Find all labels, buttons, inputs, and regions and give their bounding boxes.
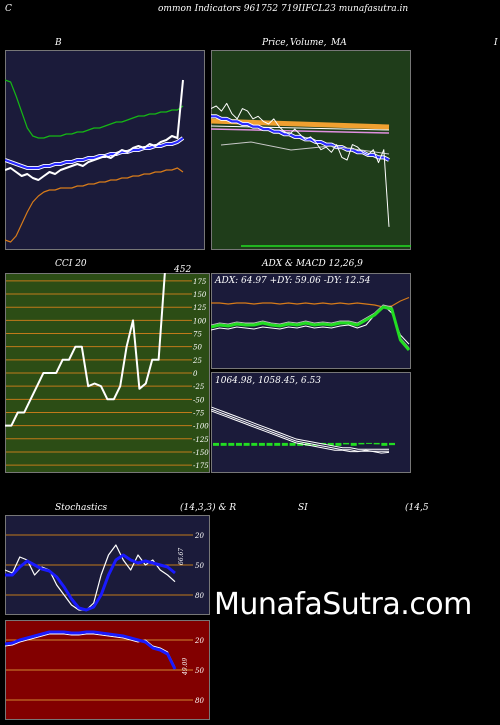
cci-tick-label-3: 100: [193, 317, 207, 325]
adx-readout: ADX: 64.97 +DY: 59.06 -DY: 12.54: [214, 276, 371, 286]
rsi-white-line: [5, 633, 176, 668]
macd-histogram-bar: [251, 442, 258, 446]
price-ma-grey-ma: [220, 141, 390, 155]
macd-panel: 1064.98, 1058.45, 6.53: [211, 372, 411, 473]
macd-histogram-bar: [281, 442, 288, 446]
cci-value-label: 452: [174, 265, 192, 275]
stochastics-panel: 80 50 20 66.67: [5, 515, 210, 615]
price-ma-title-2: Volume,: [290, 38, 327, 48]
macd-histogram-bar: [289, 442, 296, 446]
cci-tick-label-10: -75: [193, 409, 205, 417]
stochastics-tick-label-1: 50: [195, 562, 204, 570]
cci-tick-label-9: -50: [193, 396, 205, 404]
price-ma-bg: [211, 50, 411, 250]
page-title: ommon Indicators 961752 719IIFCL23 munaf…: [158, 4, 409, 14]
macd-histogram-bar: [381, 442, 388, 446]
macd-line: [211, 410, 390, 454]
cci-tick-label-8: -25: [193, 383, 205, 391]
cci-line: [5, 273, 166, 427]
cci-tick-label-14: -175: [193, 462, 209, 470]
macd-histogram-bar: [389, 442, 395, 446]
cci-tick-label-11: -100: [193, 423, 209, 431]
stochastics-title-1: Stochastics: [55, 503, 108, 513]
rsi-panel: 80 50 20 49.09: [5, 620, 210, 720]
rsi-value-label: 49.09: [182, 658, 189, 676]
bollinger-price: [5, 79, 184, 181]
bollinger-panel: [5, 50, 205, 250]
stochastics-k-line: [5, 544, 176, 611]
cci-title: CCI 20: [55, 259, 87, 269]
macd-histogram-bar: [335, 442, 342, 446]
adx-bg: [211, 273, 411, 369]
bollinger-lower-band: [5, 167, 184, 243]
macd-histogram-bar: [213, 442, 219, 446]
price-ma-panel: [211, 50, 411, 250]
stochastics-title-2: (14,3,3) & R: [180, 503, 237, 513]
price-ma-title-3: MA: [331, 38, 347, 48]
macd-histogram-bar: [366, 442, 373, 444]
stochastics-d-line: [5, 553, 176, 612]
stochastics-tick-label-2: 20: [194, 532, 204, 540]
rsi-line: [5, 630, 177, 670]
stochastics-value-label: 66.67: [178, 548, 185, 565]
macd-histogram-bar: [350, 442, 357, 446]
header-letter: C: [5, 4, 12, 14]
macd-histogram-bar: [297, 442, 304, 446]
cci-tick-label-2: 125: [193, 304, 207, 312]
macd-histogram-bar: [243, 442, 250, 446]
rsi-tick-label-1: 50: [195, 667, 204, 675]
macd-histogram-bar: [304, 442, 311, 446]
macd-histogram-bar: [373, 442, 380, 445]
bollinger-bg: [5, 50, 205, 250]
price-line: [211, 102, 390, 227]
cci-tick-label-0: 175: [193, 278, 207, 286]
macd-bg: [211, 372, 411, 473]
macd-histogram-bar: [343, 442, 350, 445]
macd-histogram-bar: [266, 442, 273, 446]
adx-minus-dy-line: [211, 296, 410, 308]
macd-signal-line-inner: [211, 407, 389, 451]
macd-histogram-bar: [327, 442, 334, 446]
price-ma-white-line: [211, 125, 390, 131]
macd-histogram-bar: [228, 442, 235, 446]
stochastics-tick-label-0: 80: [195, 592, 204, 600]
macd-histogram-bar: [235, 442, 242, 446]
rsi-tick-label-2: 20: [194, 637, 204, 645]
macd-histogram-bar: [274, 442, 281, 446]
rsi-tick-label-0: 80: [195, 697, 204, 705]
bollinger-middle-band: [5, 137, 184, 170]
cci-tick-label-5: 50: [193, 344, 202, 352]
cci-tick-label-1: 150: [193, 291, 207, 299]
adx-line: [211, 305, 411, 351]
cci-tick-label-12: -125: [193, 436, 209, 444]
macd-histogram-bar: [220, 442, 227, 446]
stochastics-title-4: (14,5: [405, 503, 429, 513]
cci-tick-label-13: -150: [193, 449, 209, 457]
price-ma-pink-line: [211, 128, 390, 134]
stochastics-title-3: SI: [298, 503, 308, 513]
cci-tick-label-4: 75: [193, 331, 202, 339]
macd-readout: 1064.98, 1058.45, 6.53: [215, 376, 321, 386]
cci-tick-label-6: 25: [192, 357, 202, 365]
adx-title: ADX & MACD 12,26,9: [262, 259, 363, 269]
price-ma-blue-ma: [211, 115, 390, 161]
bollinger-title: B: [55, 38, 62, 48]
price-ma-right-letter: I: [494, 38, 498, 48]
macd-histogram-bar: [258, 442, 265, 446]
cci-panel: 175 150 125 100 75 50 25 0 -25 -50 -75 -100 -125 -150…: [5, 273, 210, 473]
cci-tick-label-7: 0: [193, 370, 198, 378]
macd-histogram-bar: [358, 442, 365, 445]
price-ma-title-1: Price,: [262, 38, 289, 48]
bollinger-upper-band: [5, 79, 184, 139]
adx-panel: ADX: 64.97 +DY: 59.06 -DY: 12.54: [211, 273, 411, 369]
watermark: MunafaSutra.com: [214, 587, 472, 622]
